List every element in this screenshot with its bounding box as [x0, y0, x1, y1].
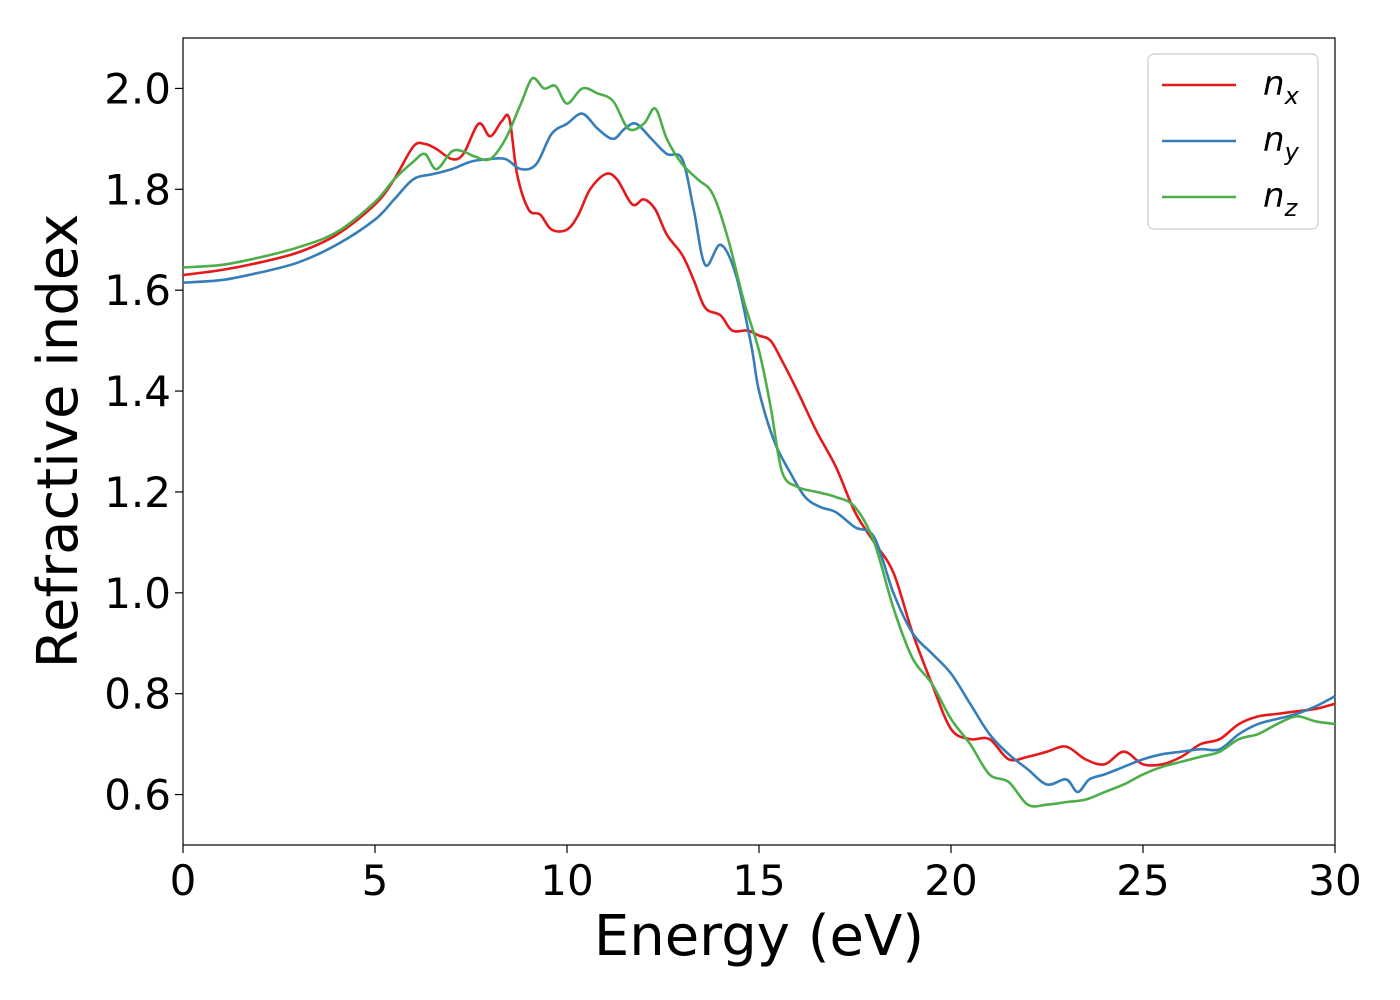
y-tick-label: 1.8 [104, 165, 171, 214]
series-line-n-x [182, 113, 1336, 767]
legend-label-n-x: nx [1263, 64, 1300, 110]
y-tick-label: 1.6 [104, 266, 171, 315]
legend-label-n-z: nz [1263, 176, 1299, 222]
x-axis-title: Energy (eV) [594, 904, 924, 969]
y-tick-label: 1.2 [104, 468, 171, 517]
x-tick-label: 10 [540, 856, 593, 905]
legend-label-n-y: ny [1263, 120, 1300, 166]
x-tick-label: 30 [1308, 856, 1361, 905]
x-tick-label: 5 [362, 856, 389, 905]
series-line-n-z [182, 76, 1336, 808]
y-axis-ticks: 0.6 0.8 1.0 1.2 1.4 1.6 1.8 2.0 [104, 64, 183, 820]
x-axis-ticks: 0 5 10 15 20 25 30 [170, 845, 1362, 905]
y-tick-label: 2.0 [104, 64, 171, 113]
y-tick-label: 0.6 [104, 771, 171, 820]
x-tick-label: 20 [924, 856, 977, 905]
y-tick-label: 0.8 [104, 670, 171, 719]
y-tick-label: 1.4 [104, 367, 171, 416]
legend: nx ny nz [1147, 53, 1319, 230]
y-axis-title: Refractive index [26, 214, 91, 669]
legend-entries: nx ny nz [1162, 64, 1300, 222]
x-tick-label: 15 [732, 856, 785, 905]
x-tick-label: 0 [170, 856, 197, 905]
series-line-n-y [182, 112, 1336, 794]
x-tick-label: 25 [1116, 856, 1169, 905]
y-tick-label: 1.0 [104, 569, 171, 618]
series-layer [182, 76, 1336, 808]
